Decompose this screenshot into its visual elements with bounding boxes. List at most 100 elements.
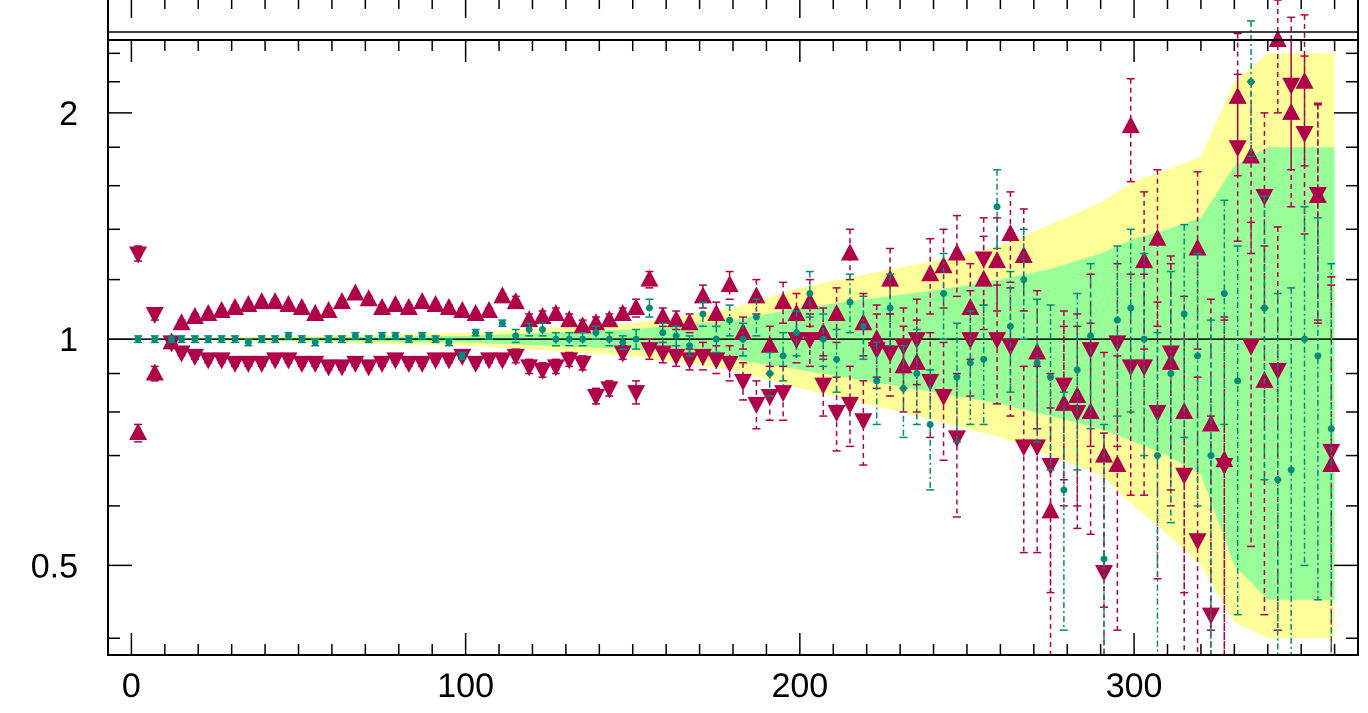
y-tick-label: 2: [59, 95, 78, 133]
data-point-triangle-up: [172, 313, 191, 331]
data-point-triangle-down: [627, 385, 646, 403]
data-point-triangle-up: [720, 275, 739, 293]
data-point-triangle-up: [613, 304, 632, 322]
data-point-circle: [1047, 373, 1055, 381]
data-point-triangle-down: [129, 246, 148, 264]
data-point-circle: [298, 335, 306, 343]
data-point-triangle-up: [413, 292, 432, 310]
data-point-triangle-down: [988, 332, 1007, 350]
data-point-triangle-up: [774, 292, 793, 310]
data-point-triangle-up: [867, 329, 886, 347]
x-tick-label: 100: [437, 667, 494, 705]
data-point-circle: [178, 335, 186, 343]
data-point-circle: [1073, 366, 1081, 374]
data-point-triangle-down: [974, 251, 993, 269]
data-point-circle: [632, 335, 640, 343]
y-tick-label: 0.5: [31, 547, 78, 585]
data-point-triangle-up: [373, 298, 392, 316]
data-point-circle: [739, 335, 747, 343]
data-point-circle: [284, 332, 292, 340]
data-point-triangle-down: [520, 359, 539, 377]
data-point-triangle-down: [266, 352, 285, 370]
data-point-triangle-down: [600, 381, 619, 399]
data-point-triangle-down: [239, 355, 258, 373]
data-point-circle: [1327, 425, 1335, 433]
data-point-circle: [699, 310, 707, 318]
data-point-triangle-down: [1161, 345, 1180, 363]
data-point-triangle-down: [292, 355, 311, 373]
data-point-triangle-up: [386, 295, 405, 313]
data-point-triangle-up: [1188, 238, 1207, 256]
data-point-triangle-down: [573, 355, 592, 373]
data-point-circle: [204, 335, 212, 343]
data-point-triangle-down: [800, 332, 819, 350]
data-point-circle: [953, 373, 961, 381]
data-point-triangle-up: [1268, 30, 1287, 47]
data-point-triangle-up: [359, 289, 378, 307]
data-point-circle: [846, 298, 854, 306]
data-point-triangle-down: [747, 396, 766, 414]
data-point-triangle-up: [560, 310, 579, 328]
data-point-triangle-up: [239, 295, 258, 313]
data-point-triangle-up: [129, 423, 148, 441]
data-point-circle: [993, 203, 1001, 211]
data-point-triangle-down: [1014, 439, 1033, 457]
data-point-triangle-down: [426, 352, 445, 370]
data-point-triangle-down: [493, 352, 512, 370]
data-point-triangle-down: [854, 413, 873, 431]
data-point-triangle-down: [359, 359, 378, 377]
data-point-triangle-down: [480, 352, 499, 370]
data-point-circle: [1220, 290, 1228, 298]
data-point-triangle-down: [613, 345, 632, 363]
data-point-circle: [432, 335, 440, 343]
data-point-circle: [899, 384, 907, 392]
x-tick-label: 300: [1106, 667, 1163, 705]
data-point-circle: [1194, 352, 1202, 360]
data-point-triangle-down: [1121, 359, 1140, 377]
data-point-triangle-down: [319, 359, 338, 377]
data-point-circle: [1060, 486, 1068, 494]
data-point-circle: [1234, 377, 1242, 385]
data-point-circle: [926, 420, 934, 428]
data-point-circle: [819, 335, 827, 343]
data-point-triangle-up: [1242, 146, 1261, 164]
data-point-circle: [605, 335, 613, 343]
data-point-triangle-up: [480, 300, 499, 318]
series-2-circle: [134, 20, 1336, 655]
data-point-triangle-down: [1242, 338, 1261, 356]
data-point-circle: [779, 352, 787, 360]
data-point-triangle-up: [185, 307, 204, 325]
data-point-circle: [1006, 322, 1014, 330]
data-point-triangle-down: [199, 352, 218, 370]
data-point-triangle-up: [546, 304, 565, 322]
data-point-triangle-down: [332, 359, 351, 377]
data-point-circle: [980, 355, 988, 363]
data-point-triangle-up: [1001, 223, 1020, 241]
data-point-triangle-up: [921, 264, 940, 282]
data-point-circle: [966, 359, 974, 367]
data-point-circle: [1100, 555, 1108, 563]
data-point-circle: [458, 352, 466, 360]
data-point-triangle-up: [667, 310, 686, 328]
data-point-circle: [151, 335, 159, 343]
data-point-triangle-down: [693, 348, 712, 366]
data-point-circle: [1314, 352, 1322, 360]
data-point-triangle-down: [1322, 443, 1341, 461]
data-point-triangle-up: [1121, 116, 1140, 134]
data-point-circle: [1087, 332, 1095, 340]
data-point-triangle-up: [426, 295, 445, 313]
data-point-triangle-up: [226, 298, 245, 316]
data-point-circle: [766, 370, 774, 378]
data-point-circle: [271, 335, 279, 343]
data-point-triangle-down: [734, 373, 753, 391]
data-point-circle: [485, 332, 493, 340]
data-point-circle: [258, 335, 266, 343]
data-point-circle: [538, 325, 546, 333]
data-point-triangle-down: [413, 355, 432, 373]
data-point-triangle-up: [1148, 228, 1167, 246]
data-point-circle: [338, 335, 346, 343]
data-point-triangle-up: [506, 292, 525, 310]
data-point-circle: [940, 290, 948, 298]
